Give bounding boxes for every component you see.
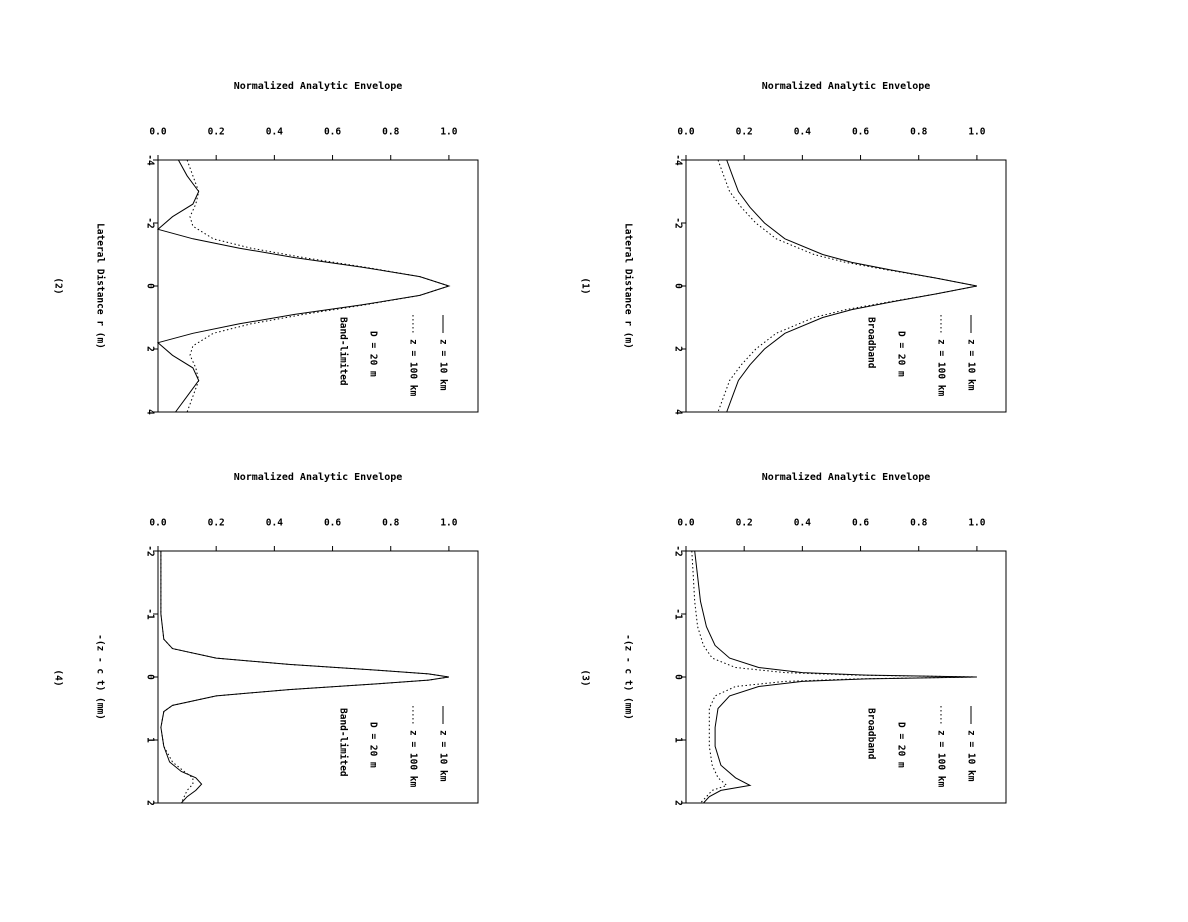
x-tick-label: 0.2: [208, 127, 225, 138]
y-tick-label: 0: [145, 674, 156, 680]
y-tick-label: -4: [145, 154, 156, 166]
y-tick-label: 0: [145, 283, 156, 289]
chart-title: Normalized Analytic Envelope: [234, 80, 403, 92]
panel-label: (3): [580, 669, 591, 686]
y-tick-label: 2: [145, 800, 156, 806]
legend-entry: Band-limited: [338, 317, 349, 386]
x-tick-label: 0.6: [852, 127, 869, 138]
x-tick-label: 0.6: [852, 518, 869, 529]
series-line-z100: [691, 550, 977, 804]
x-tick-label: 0.6: [324, 518, 341, 529]
x-tick-label: 1.0: [968, 127, 985, 138]
y-axis-label: Lateral Distance r (m): [95, 223, 106, 349]
legend-entry: z = 10 km: [438, 339, 449, 391]
legend-entry: z = 100 km: [408, 730, 419, 787]
y-tick-label: -2: [673, 217, 684, 228]
chart-title: Normalized Analytic Envelope: [762, 80, 931, 92]
y-tick-label: -2: [145, 217, 156, 228]
legend-entry: D = 20 m: [368, 722, 379, 768]
y-axis-label: -(z - c t) (mm): [95, 634, 106, 720]
panel-label: (2): [53, 277, 64, 294]
series-line-z10: [156, 159, 451, 413]
legend-entry: z = 100 km: [936, 339, 947, 396]
y-tick-label: -4: [673, 154, 684, 166]
y-tick-label: 0: [673, 674, 684, 680]
legend-entry: D = 20 m: [896, 722, 907, 768]
legend-entry: z = 10 km: [966, 339, 977, 391]
chart-panel: Normalized Analytic Envelope 0.0 0.2 0.4 0.6…: [580, 471, 1007, 806]
legend-entry: z = 100 km: [936, 730, 947, 787]
plot-frame: [157, 550, 479, 804]
legend-entry: D = 20 m: [368, 331, 379, 377]
y-tick-label: 2: [673, 346, 684, 352]
x-tick-label: 0.0: [677, 127, 694, 138]
x-tick-label: 0.4: [794, 127, 811, 138]
x-tick-label: 0.4: [794, 518, 811, 529]
x-tick-label: 0.8: [382, 518, 399, 529]
x-tick-label: 1.0: [440, 127, 457, 138]
y-tick-label: 4: [145, 409, 156, 415]
legend-entry: Broadband: [866, 708, 877, 760]
x-tick-label: 0.2: [736, 127, 753, 138]
chart-panel: Normalized Analytic Envelope 0.0 0.2 0.4 0.6…: [580, 80, 1007, 415]
legend-entry: D = 20 m: [896, 331, 907, 377]
panel-label: (1): [580, 277, 591, 294]
legend-entry: z = 10 km: [966, 730, 977, 782]
y-tick-label: 1: [673, 737, 684, 743]
series-line-z10: [726, 159, 977, 413]
x-tick-label: 0.8: [910, 518, 927, 529]
chart-title: Normalized Analytic Envelope: [234, 471, 403, 483]
y-tick-label: -1: [145, 608, 156, 620]
y-tick-label: -2: [145, 545, 156, 556]
y-axis-label: -(z - c t) (mm): [623, 634, 634, 720]
legend-entry: z = 10 km: [438, 730, 449, 782]
panel-label: (4): [53, 669, 64, 686]
y-tick-label: 4: [673, 409, 684, 415]
series-line-z10: [160, 551, 449, 804]
y-tick-label: 2: [673, 800, 684, 806]
legend-entry: z = 100 km: [408, 339, 419, 396]
legend-entry: Band-limited: [338, 708, 349, 777]
x-tick-label: 0.0: [149, 518, 166, 529]
plot-frame: [157, 159, 479, 413]
x-tick-label: 0.4: [266, 127, 283, 138]
x-tick-label: 0.4: [266, 518, 283, 529]
x-tick-label: 0.6: [324, 127, 341, 138]
chart-panel: Normalized Analytic Envelope 0.0 0.2 0.4 0.6…: [53, 80, 479, 415]
y-tick-label: 1: [145, 737, 156, 743]
x-tick-label: 0.2: [736, 518, 753, 529]
x-tick-label: 1.0: [440, 518, 457, 529]
y-tick-label: 2: [145, 346, 156, 352]
x-tick-label: 0.8: [910, 127, 927, 138]
x-tick-label: 0.0: [149, 127, 166, 138]
legend-entry: Broadband: [866, 317, 877, 369]
chart-title: Normalized Analytic Envelope: [762, 471, 931, 483]
chart-panel: Normalized Analytic Envelope 0.0 0.2 0.4 0.6…: [53, 471, 479, 806]
series-line-z100: [160, 551, 449, 804]
y-tick-label: -1: [673, 608, 684, 620]
x-tick-label: 0.0: [677, 518, 694, 529]
series-line-z100: [717, 159, 977, 413]
x-tick-label: 1.0: [968, 518, 985, 529]
x-tick-label: 0.8: [382, 127, 399, 138]
y-tick-label: -2: [673, 545, 684, 556]
x-tick-label: 0.2: [208, 518, 225, 529]
series-line-z10: [694, 550, 977, 804]
y-axis-label: Lateral Distance r (m): [623, 223, 634, 349]
y-tick-label: 0: [673, 283, 684, 289]
